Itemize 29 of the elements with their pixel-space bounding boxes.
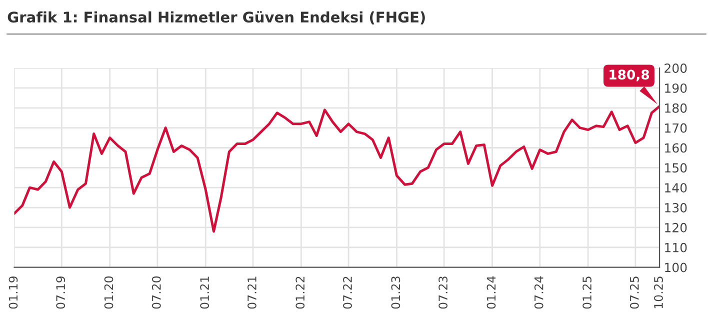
x-tick-label: 07.22 <box>343 276 352 309</box>
y-tick-label: 130 <box>665 202 687 212</box>
x-tick-label: 01.20 <box>104 276 114 309</box>
x-tick-label: 07.24 <box>534 276 544 309</box>
x-tick-label: 01.22 <box>296 276 305 309</box>
y-tick-label: 140 <box>665 183 687 193</box>
y-tick-label: 200 <box>664 64 687 73</box>
x-tick-label: 10.25 <box>654 276 663 308</box>
line-series <box>14 105 660 233</box>
x-tick-label: 07.20 <box>152 276 161 309</box>
x-tick-label: 07.25 <box>630 276 639 309</box>
y-tick-label: 170 <box>665 123 687 133</box>
chart-title: Grafik 1: Finansal Hizmetler Güven Endeksi (FHGE) <box>8 11 425 24</box>
x-tick-label: 01.19 <box>8 276 18 309</box>
x-tick-label: 07.21 <box>247 276 256 309</box>
x-tick-label: 01.23 <box>391 276 400 309</box>
y-tick-label: 180 <box>665 103 687 113</box>
y-tick-label: 110 <box>665 242 687 252</box>
y-tick-label: 120 <box>665 222 687 232</box>
x-tick-label: 01.24 <box>486 276 496 309</box>
annotation: 180,8 <box>610 70 650 82</box>
y-tick-label: 150 <box>665 163 687 173</box>
x-tick-label: 01.21 <box>200 276 210 309</box>
x-tick-label: 07.23 <box>438 276 448 309</box>
y-tick-label: 160 <box>665 143 687 153</box>
x-tick-label: 07.19 <box>56 276 66 309</box>
x-tick-label: 01.25 <box>582 276 592 309</box>
y-tick-label: 100 <box>665 262 687 272</box>
y-tick-label: 190 <box>665 83 687 93</box>
